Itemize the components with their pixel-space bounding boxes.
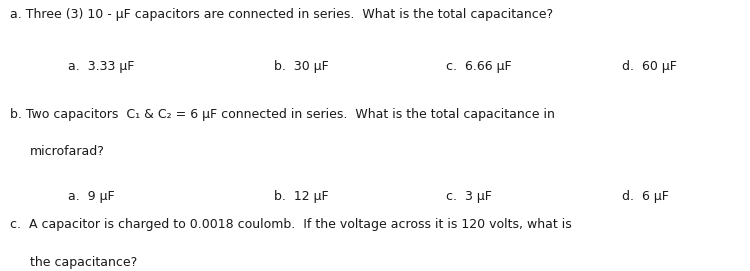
Text: the capacitance?: the capacitance? [30, 256, 137, 269]
Text: a.  3.33 μF: a. 3.33 μF [68, 60, 134, 73]
Text: d.  60 μF: d. 60 μF [622, 60, 677, 73]
Text: a.  9 μF: a. 9 μF [68, 190, 114, 203]
Text: c.  6.66 μF: c. 6.66 μF [446, 60, 512, 73]
Text: microfarad?: microfarad? [30, 145, 105, 158]
Text: b.  12 μF: b. 12 μF [274, 190, 328, 203]
Text: b.  30 μF: b. 30 μF [274, 60, 328, 73]
Text: c.  A capacitor is charged to 0.0018 coulomb.  If the voltage across it is 120 v: c. A capacitor is charged to 0.0018 coul… [10, 218, 572, 231]
Text: c.  3 μF: c. 3 μF [446, 190, 492, 203]
Text: d.  6 μF: d. 6 μF [622, 190, 669, 203]
Text: a. Three (3) 10 - μF capacitors are connected in series.  What is the total capa: a. Three (3) 10 - μF capacitors are conn… [10, 8, 553, 21]
Text: b. Two capacitors  C₁ & C₂ = 6 μF connected in series.  What is the total capaci: b. Two capacitors C₁ & C₂ = 6 μF connect… [10, 108, 554, 121]
